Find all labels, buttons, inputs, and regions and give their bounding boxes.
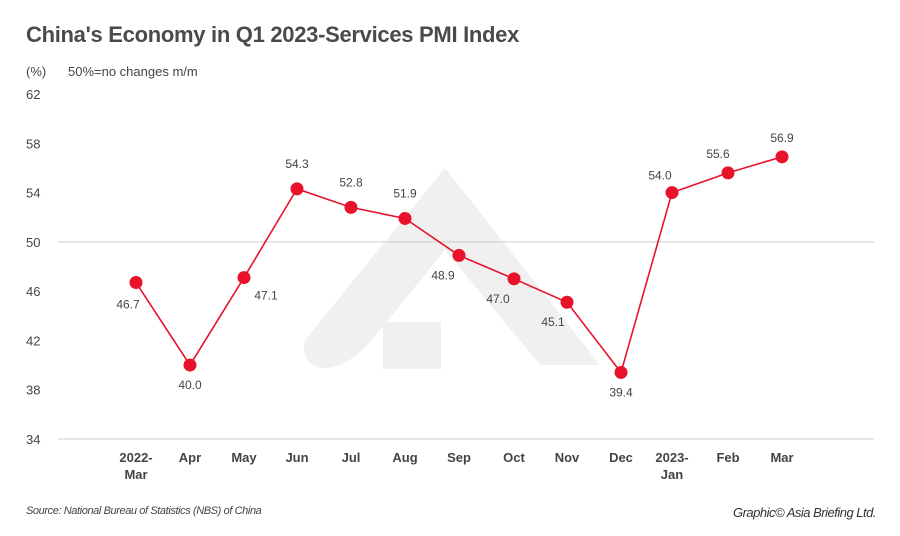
x-tick-label: Jan bbox=[661, 467, 683, 482]
x-tick-label: Nov bbox=[555, 450, 580, 465]
x-tick-label: Mar bbox=[124, 467, 147, 482]
data-label: 54.0 bbox=[648, 169, 672, 183]
x-tick-label: Sep bbox=[447, 450, 471, 465]
y-axis-unit: (%) bbox=[26, 64, 47, 79]
data-point bbox=[614, 365, 628, 379]
y-tick-label: 34 bbox=[26, 432, 40, 447]
data-label: 55.6 bbox=[706, 147, 730, 161]
data-point bbox=[665, 186, 679, 200]
x-tick-label: Jun bbox=[285, 450, 308, 465]
data-label: 47.0 bbox=[486, 292, 510, 306]
data-point bbox=[183, 358, 197, 372]
y-tick-label: 42 bbox=[26, 333, 40, 348]
data-point bbox=[507, 272, 521, 286]
data-label: 40.0 bbox=[178, 378, 202, 392]
data-point bbox=[129, 276, 143, 290]
data-point bbox=[290, 182, 304, 196]
data-label: 45.1 bbox=[541, 315, 565, 329]
data-label: 51.9 bbox=[393, 186, 417, 200]
data-point bbox=[344, 200, 358, 214]
data-label: 52.8 bbox=[339, 175, 363, 189]
chart-title: China's Economy in Q1 2023-Services PMI … bbox=[26, 22, 520, 47]
x-tick-label: Mar bbox=[770, 450, 793, 465]
x-tick-label: Dec bbox=[609, 450, 633, 465]
data-label: 56.9 bbox=[770, 131, 794, 145]
watermark-logo bbox=[304, 168, 600, 369]
x-tick-label: Oct bbox=[503, 450, 525, 465]
x-tick-label: May bbox=[231, 450, 257, 465]
data-point bbox=[560, 295, 574, 309]
x-tick-label: Jul bbox=[342, 450, 361, 465]
data-point bbox=[721, 166, 735, 180]
y-tick-label: 62 bbox=[26, 87, 40, 102]
data-label: 46.7 bbox=[116, 298, 140, 312]
y-tick-label: 58 bbox=[26, 136, 40, 151]
data-label: 47.1 bbox=[254, 289, 278, 303]
y-tick-label: 38 bbox=[26, 383, 40, 398]
x-tick-label: Apr bbox=[179, 450, 201, 465]
x-tick-label: 2022- bbox=[119, 450, 152, 465]
data-label: 39.4 bbox=[609, 385, 633, 399]
chart-annotation: 50%=no changes m/m bbox=[68, 64, 198, 79]
data-label: 54.3 bbox=[285, 157, 309, 171]
data-point bbox=[452, 248, 466, 262]
x-tick-label: Aug bbox=[392, 450, 417, 465]
x-tick-label: Feb bbox=[716, 450, 739, 465]
y-tick-label: 50 bbox=[26, 235, 40, 250]
data-point bbox=[398, 211, 412, 225]
y-tick-label: 46 bbox=[26, 284, 40, 299]
source-note: Source: National Bureau of Statistics (N… bbox=[26, 505, 262, 517]
data-point bbox=[237, 271, 251, 285]
credit-note: Graphic© Asia Briefing Ltd. bbox=[732, 505, 877, 520]
watermark-logo-block bbox=[383, 322, 441, 369]
y-tick-label: 54 bbox=[26, 186, 40, 201]
x-tick-label: 2023- bbox=[655, 450, 688, 465]
data-point bbox=[775, 150, 789, 164]
data-label: 48.9 bbox=[431, 268, 455, 282]
